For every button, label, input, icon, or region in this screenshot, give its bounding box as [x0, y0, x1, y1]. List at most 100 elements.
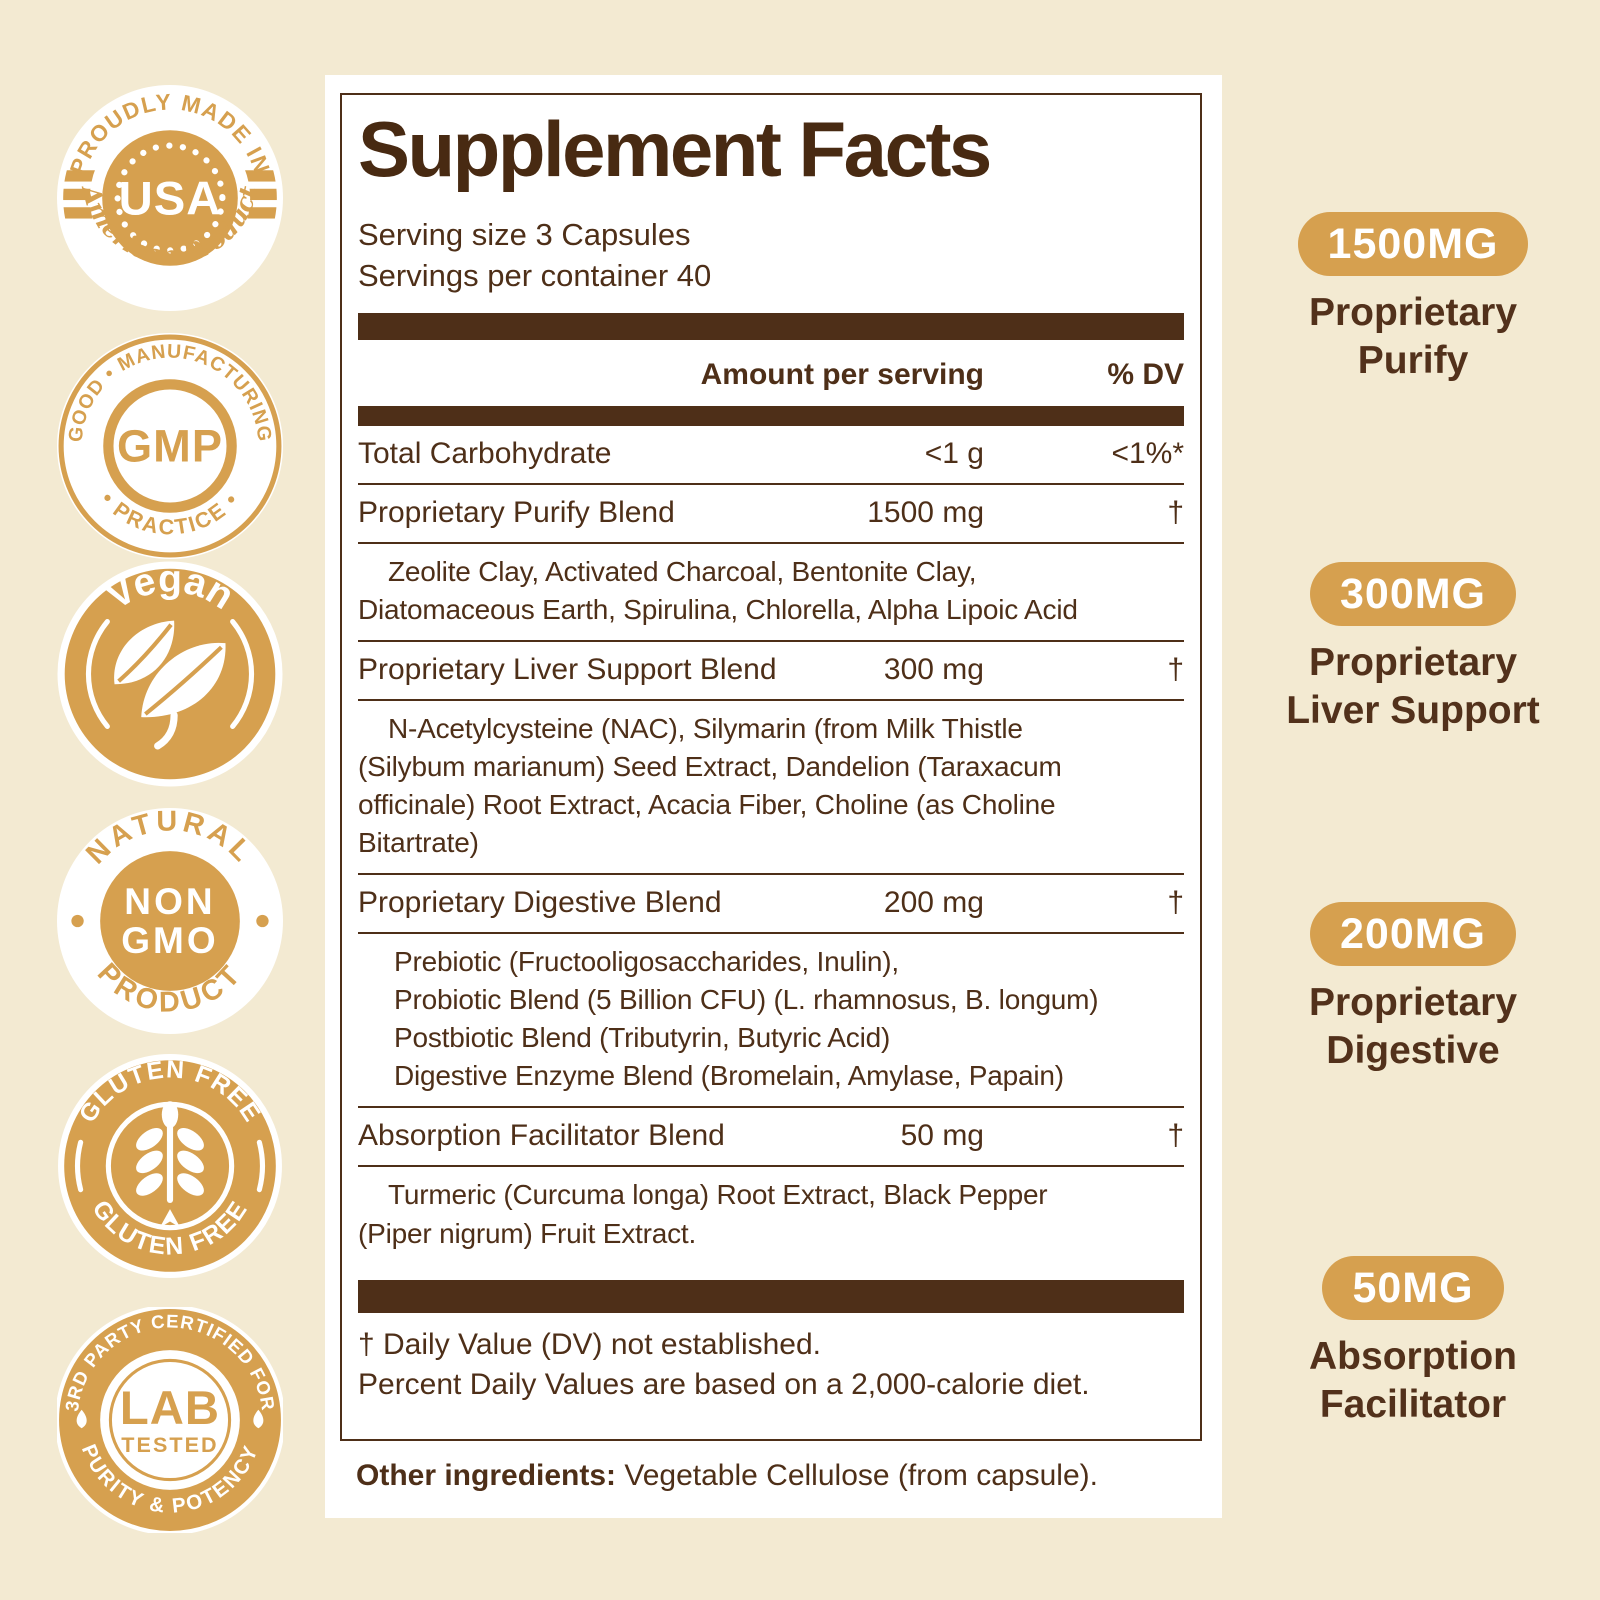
divider [358, 1106, 1184, 1109]
made-in-usa-badge: USA PROUDLY MADE IN American Product [57, 85, 283, 311]
gluten-free-badge: GLUTEN FREE GLUTEN FREE [58, 1054, 282, 1278]
column-amount-per-serving: Amount per serving [700, 357, 984, 391]
divider-bar [358, 405, 1184, 426]
usa-center-disc [102, 130, 238, 266]
row-dv: † [1167, 495, 1184, 529]
servings-per-container: Servings per container 40 [358, 257, 712, 293]
other-ingredients-value: Vegetable Cellulose (from capsule). [616, 1459, 1098, 1492]
gmp-center-text: GMP [117, 420, 223, 471]
usa-center-text: USA [119, 172, 222, 225]
footnote-dv: † Daily Value (DV) not established. [358, 1327, 822, 1361]
amount-pill: 200MG [1309, 902, 1516, 966]
ingredient-line: Postbiotic Blend (Tributyrin, Butyric Ac… [394, 1022, 891, 1054]
gmp-inner-ring [103, 379, 237, 513]
supplement-facts-panel: Supplement Facts Serving size 3 Capsules… [325, 75, 1222, 1518]
lab-inner-ring [108, 1358, 232, 1482]
absorption-ingredients: Turmeric (Curcuma longa) Root Extract, B… [358, 1167, 1184, 1263]
amount-pill-label: Proprietary Purify [1308, 291, 1518, 382]
ingredient-line: Turmeric (Curcuma longa) Root Extract, B… [388, 1179, 1048, 1211]
row-amount: <1 g [924, 436, 984, 470]
ingredient-line: officinale) Root Extract, Acacia Fiber, … [358, 789, 1056, 821]
row-amount: 200 mg [883, 886, 984, 920]
divider [358, 1165, 1184, 1168]
row-dv: † [1167, 1119, 1184, 1153]
divider [358, 482, 1184, 485]
divider-bar [358, 312, 1184, 340]
row-amount: 300 mg [883, 652, 984, 686]
lab-tested-badge: LAB TESTED 3RD PARTY CERTIFIED FOR PURIT… [57, 1307, 283, 1533]
row-dv: <1%* [1111, 436, 1184, 470]
ingredient-line: Digestive Enzyme Blend (Bromelain, Amyla… [394, 1060, 1064, 1092]
ingredient-line: Probiotic Blend (5 Billion CFU) (L. rham… [394, 984, 1099, 1016]
ingredient-line: (Piper nigrum) Fruit Extract. [358, 1217, 697, 1249]
ingredient-line: Prebiotic (Fructooligosaccharides, Inuli… [394, 946, 899, 978]
ingredient-line: N-Acetylcysteine (NAC), Silymarin (from … [388, 712, 1023, 744]
amount-pill: 50MG [1322, 1256, 1504, 1320]
row-dv: † [1167, 652, 1184, 686]
table-row: Proprietary Purify Blend 1500 mg † [358, 485, 1184, 542]
lab-center-disc [100, 1350, 240, 1490]
row-name: Proprietary Liver Support Blend [358, 652, 777, 686]
table-row: Proprietary Liver Support Blend 300 mg † [358, 642, 1184, 699]
divider [358, 639, 1184, 642]
row-name: Proprietary Purify Blend [358, 495, 675, 529]
amount-pill-label: Absorption Facilitator [1309, 1335, 1517, 1426]
badge-1500mg: 1500MG Proprietary Purify [1268, 212, 1558, 384]
row-name: Total Carbohydrate [358, 436, 612, 470]
vegan-badge: Vegan [57, 561, 283, 787]
right-dot [256, 914, 269, 928]
ingredient-line: Bitartrate) [358, 827, 479, 859]
page-title: Supplement Facts [358, 105, 992, 193]
water-drop-icon [76, 1409, 87, 1429]
table-row: Proprietary Digestive Blend 200 mg † [358, 875, 1184, 932]
ingredient-line: Diatomaceous Earth, Spirulina, Chlorella… [358, 593, 1078, 625]
divider [358, 932, 1184, 935]
liver-ingredients: N-Acetylcysteine (NAC), Silymarin (from … [358, 701, 1184, 873]
row-name: Absorption Facilitator Blend [358, 1119, 725, 1153]
badge-background [57, 333, 283, 559]
row-amount: 1500 mg [867, 495, 984, 529]
non-gmo-center-disc [100, 851, 240, 991]
badge-50mg: 50MG Absorption Facilitator [1268, 1256, 1558, 1428]
divider [358, 541, 1184, 544]
column-percent-dv: % DV [1107, 357, 1184, 391]
water-drop-icon [253, 1409, 264, 1429]
leaves-icon [114, 620, 226, 750]
usa-stars-ring-icon [114, 142, 226, 254]
ingredient-line: Zeolite Clay, Activated Charcoal, Benton… [388, 555, 977, 587]
amount-pill: 1500MG [1297, 212, 1529, 276]
lab-line1: LAB [120, 1382, 220, 1435]
table-row: Absorption Facilitator Blend 50 mg † [358, 1108, 1184, 1165]
lab-line2: TESTED [121, 1432, 218, 1457]
amount-pill-label: Proprietary Digestive [1308, 981, 1518, 1072]
other-ingredients: Other ingredients: Vegetable Cellulose (… [356, 1459, 1186, 1493]
digestive-ingredients: Prebiotic (Fructooligosaccharides, Inuli… [358, 934, 1184, 1106]
left-arc [74, 1139, 84, 1193]
wheat-icon [136, 1101, 204, 1228]
right-arc [256, 1139, 266, 1193]
left-dot [71, 914, 84, 928]
gmp-outer-ring [58, 334, 282, 558]
supplement-facts-table: Supplement Facts Serving size 3 Capsules… [340, 93, 1202, 1441]
gmp-badge: GMP GOOD • MANUFACTURING • PRACTICE • [57, 333, 283, 559]
serving-size: Serving size 3 Capsules [358, 216, 691, 252]
divider [358, 698, 1184, 701]
table-header-row: Amount per serving % DV [358, 346, 1184, 404]
non-gmo-line2: GMO [121, 920, 219, 961]
other-ingredients-label: Other ingredients: [356, 1459, 617, 1492]
vegan-left-arc [85, 619, 110, 729]
row-name: Proprietary Digestive Blend [358, 886, 722, 920]
badge-200mg: 200MG Proprietary Digestive [1268, 902, 1558, 1074]
vegan-right-arc [230, 619, 255, 729]
non-gmo-line1: NON [124, 881, 215, 922]
amount-pill-label: Proprietary Liver Support [1286, 641, 1540, 732]
row-dv: † [1167, 886, 1184, 920]
divider-bar [358, 1279, 1184, 1313]
ingredient-line: (Silybum marianum) Seed Extract, Dandeli… [358, 750, 1062, 782]
purify-ingredients: Zeolite Clay, Activated Charcoal, Benton… [358, 544, 1184, 640]
footnote-calorie: Percent Daily Values are based on a 2,00… [358, 1368, 1090, 1402]
row-amount: 50 mg [900, 1119, 984, 1153]
amount-pill: 300MG [1309, 562, 1516, 626]
non-gmo-badge: NON GMO NATURAL PRODUCT [57, 808, 283, 1034]
